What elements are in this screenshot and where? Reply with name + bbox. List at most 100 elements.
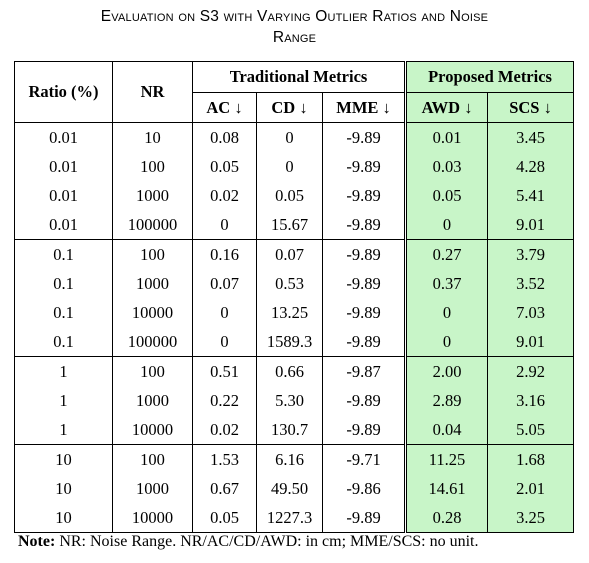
header-proposed-metrics: Proposed Metrics — [404, 61, 575, 93]
cell-scs: 2.92 — [487, 356, 575, 386]
cell-awd: 14.61 — [404, 474, 488, 503]
cell-ratio: 0.01 — [14, 152, 113, 181]
table-note: Note: NR: Noise Range. NR/AC/CD/AWD: in … — [18, 533, 479, 551]
cell-ac: 0.67 — [192, 474, 257, 503]
table-row: 0.1 10000 0 13.25 -9.89 0 7.03 — [14, 298, 575, 327]
cell-nr: 100 — [112, 444, 193, 474]
cell-awd: 2.89 — [404, 386, 488, 415]
cell-scs: 2.01 — [487, 474, 575, 503]
cell-nr: 10000 — [112, 415, 193, 445]
cell-awd: 0.37 — [404, 269, 488, 298]
cell-ac: 0.07 — [192, 269, 257, 298]
header-nr: NR — [112, 61, 193, 123]
cell-cd: 130.7 — [256, 415, 323, 445]
cell-mme: -9.71 — [321, 444, 406, 474]
cell-scs: 3.25 — [487, 503, 575, 533]
table-row: 1 1000 0.22 5.30 -9.89 2.89 3.16 — [14, 386, 575, 415]
cell-nr: 100 — [112, 239, 193, 269]
cell-nr: 100000 — [112, 327, 193, 357]
cell-ac: 1.53 — [192, 444, 257, 474]
cell-cd: 15.67 — [256, 210, 323, 240]
cell-ac: 0.22 — [192, 386, 257, 415]
cell-cd: 0 — [256, 152, 323, 181]
cell-mme: -9.89 — [321, 269, 406, 298]
cell-mme: -9.89 — [321, 386, 406, 415]
cell-ratio: 0.1 — [14, 239, 113, 269]
cell-nr: 10000 — [112, 503, 193, 533]
cell-awd: 0 — [404, 298, 488, 327]
cell-ratio: 10 — [14, 444, 113, 474]
cell-ac: 0.02 — [192, 181, 257, 210]
table-row: 0.01 10 0.08 0 -9.89 0.01 3.45 — [14, 122, 575, 152]
table-caption: Evaluation on S3 with Varying Outlier Ra… — [0, 6, 589, 48]
cell-awd: 0.01 — [404, 122, 488, 152]
results-table: Ratio (%) NR Traditional Metrics Propose… — [14, 61, 575, 533]
cell-scs: 3.52 — [487, 269, 575, 298]
cell-awd: 0 — [404, 210, 488, 240]
table-row: 0.01 100000 0 15.67 -9.89 0 9.01 — [14, 210, 575, 240]
cell-scs: 9.01 — [487, 210, 575, 240]
table-row: 10 1000 0.67 49.50 -9.86 14.61 2.01 — [14, 474, 575, 503]
cell-ratio: 0.01 — [14, 181, 113, 210]
header-traditional-metrics: Traditional Metrics — [191, 61, 406, 93]
table-row: 0.1 100000 0 1589.3 -9.89 0 9.01 — [14, 327, 575, 357]
cell-cd: 0.66 — [256, 356, 323, 386]
cell-ratio: 0.1 — [14, 327, 113, 357]
cell-ratio: 1 — [14, 415, 113, 445]
table-row: 0.01 1000 0.02 0.05 -9.89 0.05 5.41 — [14, 181, 575, 210]
cell-mme: -9.89 — [321, 298, 406, 327]
cell-awd: 0.03 — [404, 152, 488, 181]
cell-ratio: 0.1 — [14, 298, 113, 327]
cell-mme: -9.89 — [321, 239, 406, 269]
cell-awd: 0.28 — [404, 503, 488, 533]
cell-mme: -9.89 — [321, 327, 406, 357]
table-row: 10 10000 0.05 1227.3 -9.89 0.28 3.25 — [14, 503, 575, 533]
table-row: 10 100 1.53 6.16 -9.71 11.25 1.68 — [14, 444, 575, 474]
cell-ratio: 10 — [14, 474, 113, 503]
header-scs: SCS ↓ — [487, 92, 575, 123]
cell-cd: 0.07 — [256, 239, 323, 269]
cell-ratio: 1 — [14, 356, 113, 386]
cell-ac: 0.16 — [192, 239, 257, 269]
cell-nr: 100000 — [112, 210, 193, 240]
header-mme: MME ↓ — [321, 92, 406, 123]
cell-ac: 0 — [192, 327, 257, 357]
cell-nr: 1000 — [112, 181, 193, 210]
cell-cd: 0 — [256, 122, 323, 152]
cell-mme: -9.86 — [321, 474, 406, 503]
cell-nr: 1000 — [112, 474, 193, 503]
cell-ac: 0 — [192, 298, 257, 327]
table-row: 1 10000 0.02 130.7 -9.89 0.04 5.05 — [14, 415, 575, 445]
cell-nr: 10 — [112, 122, 193, 152]
header-ratio: Ratio (%) — [14, 61, 113, 123]
cell-mme: -9.89 — [321, 503, 406, 533]
table-row: 1 100 0.51 0.66 -9.87 2.00 2.92 — [14, 356, 575, 386]
cell-ac: 0.05 — [192, 503, 257, 533]
cell-awd: 11.25 — [404, 444, 488, 474]
cell-nr: 10000 — [112, 298, 193, 327]
cell-cd: 49.50 — [256, 474, 323, 503]
note-label: Note: — [18, 533, 56, 550]
cell-nr: 100 — [112, 152, 193, 181]
header-ac: AC ↓ — [192, 92, 257, 123]
cell-nr: 1000 — [112, 269, 193, 298]
cell-cd: 0.05 — [256, 181, 323, 210]
table-row: 0.1 100 0.16 0.07 -9.89 0.27 3.79 — [14, 239, 575, 269]
cell-awd: 0.04 — [404, 415, 488, 445]
cell-awd: 0.05 — [404, 181, 488, 210]
header-awd: AWD ↓ — [404, 92, 488, 123]
cell-mme: -9.89 — [321, 181, 406, 210]
cell-mme: -9.89 — [321, 210, 406, 240]
cell-ratio: 0.01 — [14, 122, 113, 152]
cell-ac: 0.05 — [192, 152, 257, 181]
caption-line-1: Evaluation on S3 with Varying Outlier Ra… — [100, 8, 489, 25]
cell-ratio: 1 — [14, 386, 113, 415]
cell-nr: 1000 — [112, 386, 193, 415]
table-row: 0.01 100 0.05 0 -9.89 0.03 4.28 — [14, 152, 575, 181]
table-row: 0.1 1000 0.07 0.53 -9.89 0.37 3.52 — [14, 269, 575, 298]
cell-scs: 3.79 — [487, 239, 575, 269]
cell-mme: -9.89 — [321, 415, 406, 445]
note-text: NR: Noise Range. NR/AC/CD/AWD: in cm; MM… — [55, 533, 479, 550]
cell-ac: 0.02 — [192, 415, 257, 445]
cell-scs: 3.45 — [487, 122, 575, 152]
